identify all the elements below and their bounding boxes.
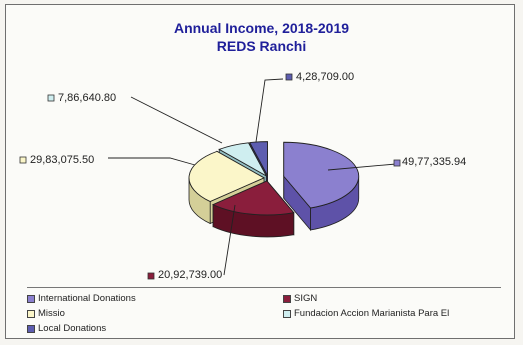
chart-legend: International Donations Missio Local Don… (27, 287, 501, 339)
legend-swatch (27, 294, 35, 303)
legend-label: Local Donations (38, 323, 107, 334)
leader-line-3 (130, 96, 223, 144)
data-label-2: 29,83,075.50 (30, 154, 94, 166)
leader-line-4 (255, 78, 284, 143)
legend-swatch (283, 309, 291, 318)
data-label-swatch-4 (285, 73, 293, 81)
pie-slice-4 (249, 141, 268, 176)
pie-slice-2 (188, 150, 266, 203)
chart-subtitle: REDS Ranchi (216, 38, 307, 54)
leader-line-1 (223, 204, 236, 276)
legend-swatch (283, 294, 291, 303)
pie-slice-3 (218, 142, 268, 178)
legend-swatch (27, 309, 35, 318)
legend-swatch (27, 324, 35, 333)
data-label-4: 4,28,709.00 (296, 71, 354, 83)
data-label-swatch-2 (19, 156, 27, 164)
legend-item-sign: SIGN (283, 293, 317, 304)
data-label-1: 20,92,739.00 (158, 269, 222, 281)
legend-label: Missio (38, 308, 65, 319)
legend-item-fundacion-accion-marianista: Fundacion Accion Marianista Para El (283, 308, 449, 319)
pie-slice-0 (283, 141, 360, 209)
data-label-3: 7,86,640.80 (58, 92, 116, 104)
pie-slice-1 (211, 180, 295, 216)
legend-item-international-donations: International Donations (27, 293, 136, 304)
data-label-swatch-3 (47, 94, 55, 102)
data-label-0: 49,77,335.94 (402, 156, 466, 168)
data-label-swatch-1 (147, 272, 155, 280)
legend-item-local-donations: Local Donations (27, 323, 106, 334)
legend-item-missio: Missio (27, 308, 65, 319)
leader-line-0 (327, 163, 397, 171)
data-label-swatch-0 (393, 159, 401, 167)
chart-title: Annual Income, 2018-2019 (173, 20, 350, 36)
legend-label: International Donations (38, 293, 136, 304)
leader-line-2 (108, 157, 196, 166)
legend-label: SIGN (294, 293, 318, 304)
legend-label: Fundacion Accion Marianista Para El (294, 308, 450, 319)
